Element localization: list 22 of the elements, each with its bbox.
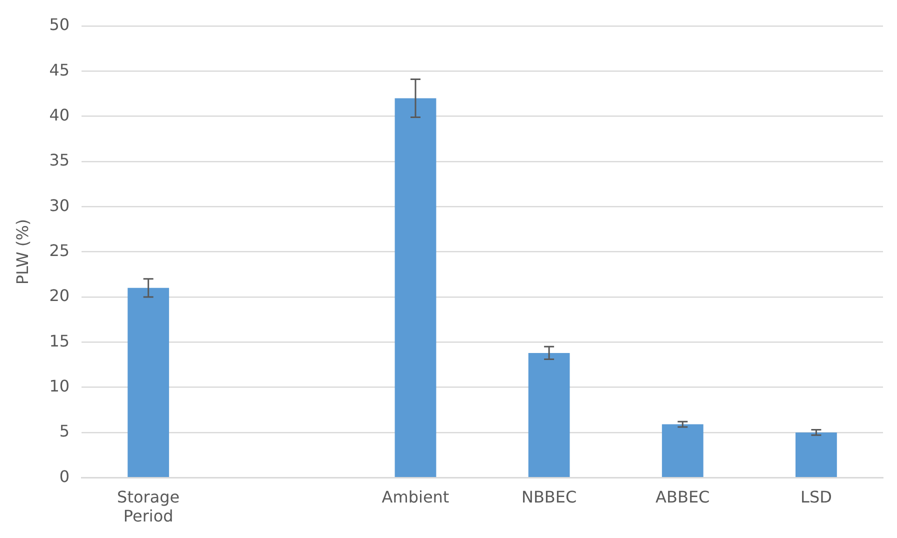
x-tick-label: LSD [800, 487, 832, 506]
bar [394, 98, 436, 477]
y-tick-label: 20 [49, 286, 70, 306]
y-tick-label: 30 [49, 196, 70, 215]
y-axis-title: PLW (%) [12, 218, 32, 285]
y-tick-label: 5 [59, 422, 70, 441]
x-tick-label: Ambient [382, 487, 450, 506]
y-tick-label: 45 [49, 60, 70, 80]
y-tick-label: 25 [49, 240, 70, 260]
x-tick-label: NBBEC [521, 487, 577, 506]
y-tick-label: 15 [49, 331, 70, 350]
x-tick-label: ABBEC [656, 487, 710, 506]
bar [796, 432, 837, 477]
y-tick-label: 0 [59, 466, 70, 486]
bar [128, 288, 170, 477]
y-tick-label: 10 [49, 376, 70, 396]
y-tick-label: 40 [49, 105, 70, 124]
y-tick-label: 50 [49, 15, 70, 34]
x-tick-label: Storage Period [117, 487, 180, 526]
bar [528, 352, 570, 477]
bar [662, 424, 704, 477]
y-tick-label: 35 [49, 150, 70, 170]
